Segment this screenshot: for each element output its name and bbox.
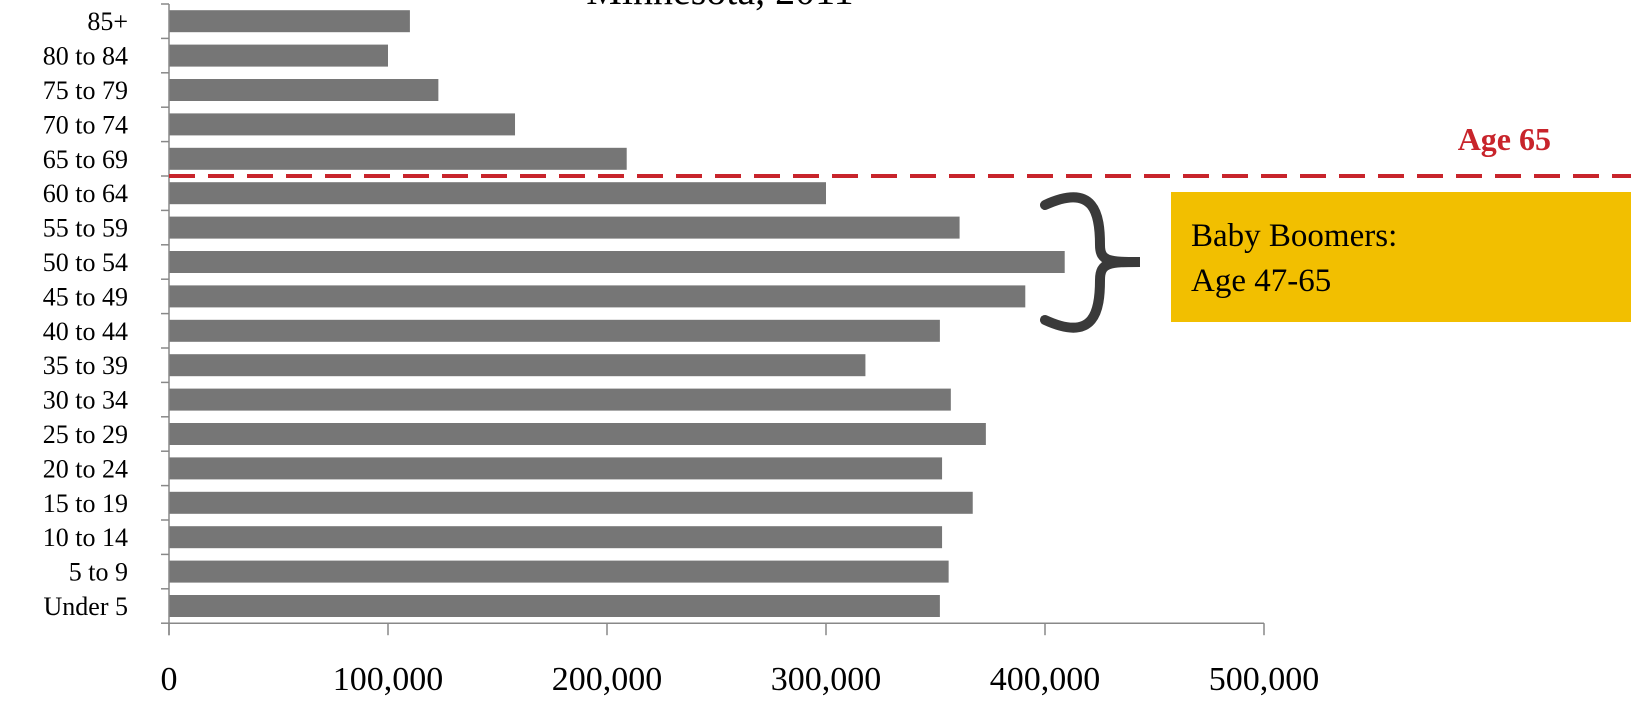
bar — [169, 285, 1026, 308]
x-tick-label: 100,000 — [333, 661, 444, 698]
bar — [169, 560, 949, 583]
bar — [169, 113, 516, 136]
category-labels: Under 5 5 to 9 10 to 14 15 to 19 20 to 24 25 … — [43, 7, 128, 621]
bar — [169, 182, 826, 205]
bar — [169, 491, 973, 514]
x-tick-label: 400,000 — [990, 661, 1101, 698]
bar — [169, 595, 940, 617]
category-label: 50 to 54 — [43, 248, 128, 277]
category-label: 5 to 9 — [69, 558, 128, 587]
baby-boomers-callout: Baby Boomers: Age 47-65 — [1171, 192, 1631, 322]
category-label: Under 5 — [44, 592, 128, 621]
curly-brace-icon — [1040, 192, 1141, 333]
category-label: 15 to 19 — [43, 489, 128, 518]
x-tick-label: 200,000 — [552, 661, 663, 698]
bar — [169, 10, 410, 33]
category-label: 65 to 69 — [43, 145, 128, 174]
bar — [169, 147, 627, 170]
bar — [169, 388, 951, 411]
category-label: 25 to 29 — [43, 420, 128, 449]
category-label: 10 to 14 — [43, 523, 128, 552]
bars-group — [169, 10, 1065, 617]
x-tick-labels: 0 100,000 200,000 300,000 400,000 500,000 — [161, 661, 1320, 698]
category-label: 40 to 44 — [43, 317, 128, 346]
category-label: 85+ — [87, 7, 128, 36]
bar — [169, 354, 866, 377]
category-label: 45 to 49 — [43, 282, 128, 311]
x-tick-label: 0 — [161, 661, 178, 698]
bar — [169, 457, 943, 480]
bar — [169, 216, 960, 239]
chart-title: Minnesota, 2011 — [586, 0, 853, 13]
category-label: 80 to 84 — [43, 42, 128, 71]
bar — [169, 319, 940, 342]
callout-line-2: Age 47-65 — [1191, 263, 1332, 299]
bar — [169, 44, 388, 67]
axes — [161, 3, 1265, 636]
bar — [169, 79, 439, 101]
bar — [169, 423, 986, 445]
age-65-label: Age 65 — [1458, 121, 1551, 157]
category-label: 55 to 59 — [43, 214, 128, 243]
category-label: 75 to 79 — [43, 76, 128, 105]
category-label: 30 to 34 — [43, 386, 128, 415]
category-label: 70 to 74 — [43, 110, 128, 139]
category-label: 20 to 24 — [43, 454, 128, 483]
bar — [169, 251, 1065, 273]
category-label: 60 to 64 — [43, 179, 128, 208]
callout-line-1: Baby Boomers: — [1191, 218, 1398, 254]
x-tick-label: 300,000 — [771, 661, 882, 698]
bar — [169, 526, 943, 549]
category-label: 35 to 39 — [43, 351, 128, 380]
x-tick-label: 500,000 — [1209, 661, 1320, 698]
